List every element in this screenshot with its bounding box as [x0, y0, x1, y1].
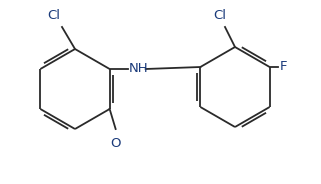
Text: O: O	[110, 137, 121, 150]
Text: F: F	[280, 61, 287, 73]
Text: Cl: Cl	[213, 9, 227, 22]
Text: Cl: Cl	[48, 9, 60, 22]
Text: NH: NH	[129, 63, 148, 75]
